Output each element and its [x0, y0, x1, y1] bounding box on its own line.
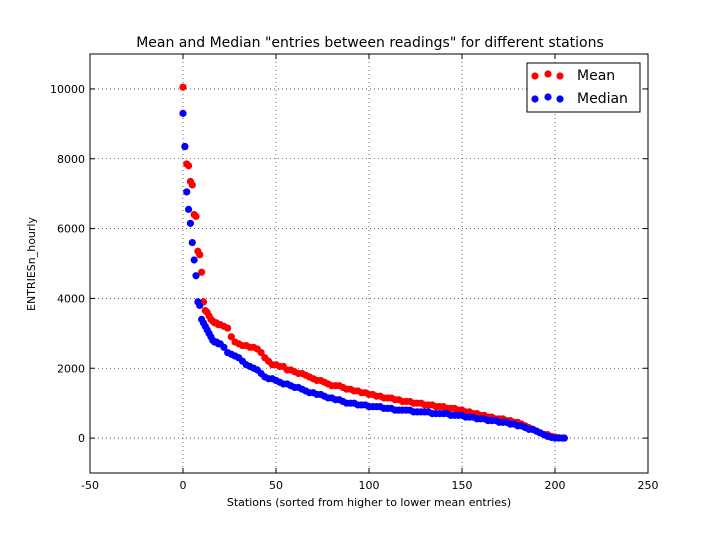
y-tick-label: 0 [78, 432, 85, 445]
median-point [186, 219, 195, 227]
x-tick-label: 200 [545, 479, 566, 492]
legend-label-median: Median [577, 91, 628, 107]
median-point [183, 188, 191, 196]
y-axis-label: ENTRIESn_hourly [25, 217, 38, 311]
mean-point [184, 162, 193, 170]
x-tick-label: -50 [81, 479, 99, 492]
legend-marker-mean [531, 72, 539, 80]
legend-marker-mean [544, 70, 552, 78]
legend: Mean Median [526, 62, 641, 113]
mean-point [188, 181, 196, 189]
x-tick-label: 100 [359, 479, 380, 492]
legend-marker-median [544, 93, 552, 101]
chart-title: Mean and Median "entries between reading… [136, 35, 604, 51]
mean-point [196, 251, 204, 259]
median-point [179, 109, 187, 117]
y-tick-label: 10000 [50, 83, 85, 96]
median-point [560, 434, 568, 442]
median-point [181, 142, 189, 151]
median-point [220, 343, 228, 351]
x-tick-label: 50 [269, 479, 283, 492]
median-point [188, 238, 196, 247]
median-point [196, 301, 204, 309]
mean-point [198, 268, 206, 276]
mean-point [179, 83, 187, 91]
legend-marker-median [531, 95, 539, 103]
y-tick-label: 8000 [57, 153, 85, 166]
y-tick-label: 4000 [57, 292, 85, 305]
legend-label-mean: Mean [577, 68, 615, 84]
axis-ticks: -50 0 50 100 150 200 250 0 2000 4000 6000 8000 10000 [50, 54, 659, 492]
mean-point [257, 348, 265, 357]
median-point [184, 205, 193, 213]
x-axis-label: Stations (sorted from higher to lower me… [227, 496, 511, 509]
x-tick-label: 150 [452, 479, 473, 492]
median-point [192, 272, 200, 280]
legend-marker-mean [556, 72, 564, 80]
data-points [179, 83, 568, 442]
mean-point [224, 324, 232, 332]
mean-point [192, 212, 200, 220]
y-tick-label: 2000 [57, 362, 85, 375]
y-tick-label: 6000 [57, 223, 85, 236]
x-tick-label: 250 [638, 479, 659, 492]
median-point [190, 256, 198, 264]
legend-marker-median [556, 95, 564, 103]
mean-point [227, 333, 235, 341]
x-tick-label: 0 [180, 479, 187, 492]
